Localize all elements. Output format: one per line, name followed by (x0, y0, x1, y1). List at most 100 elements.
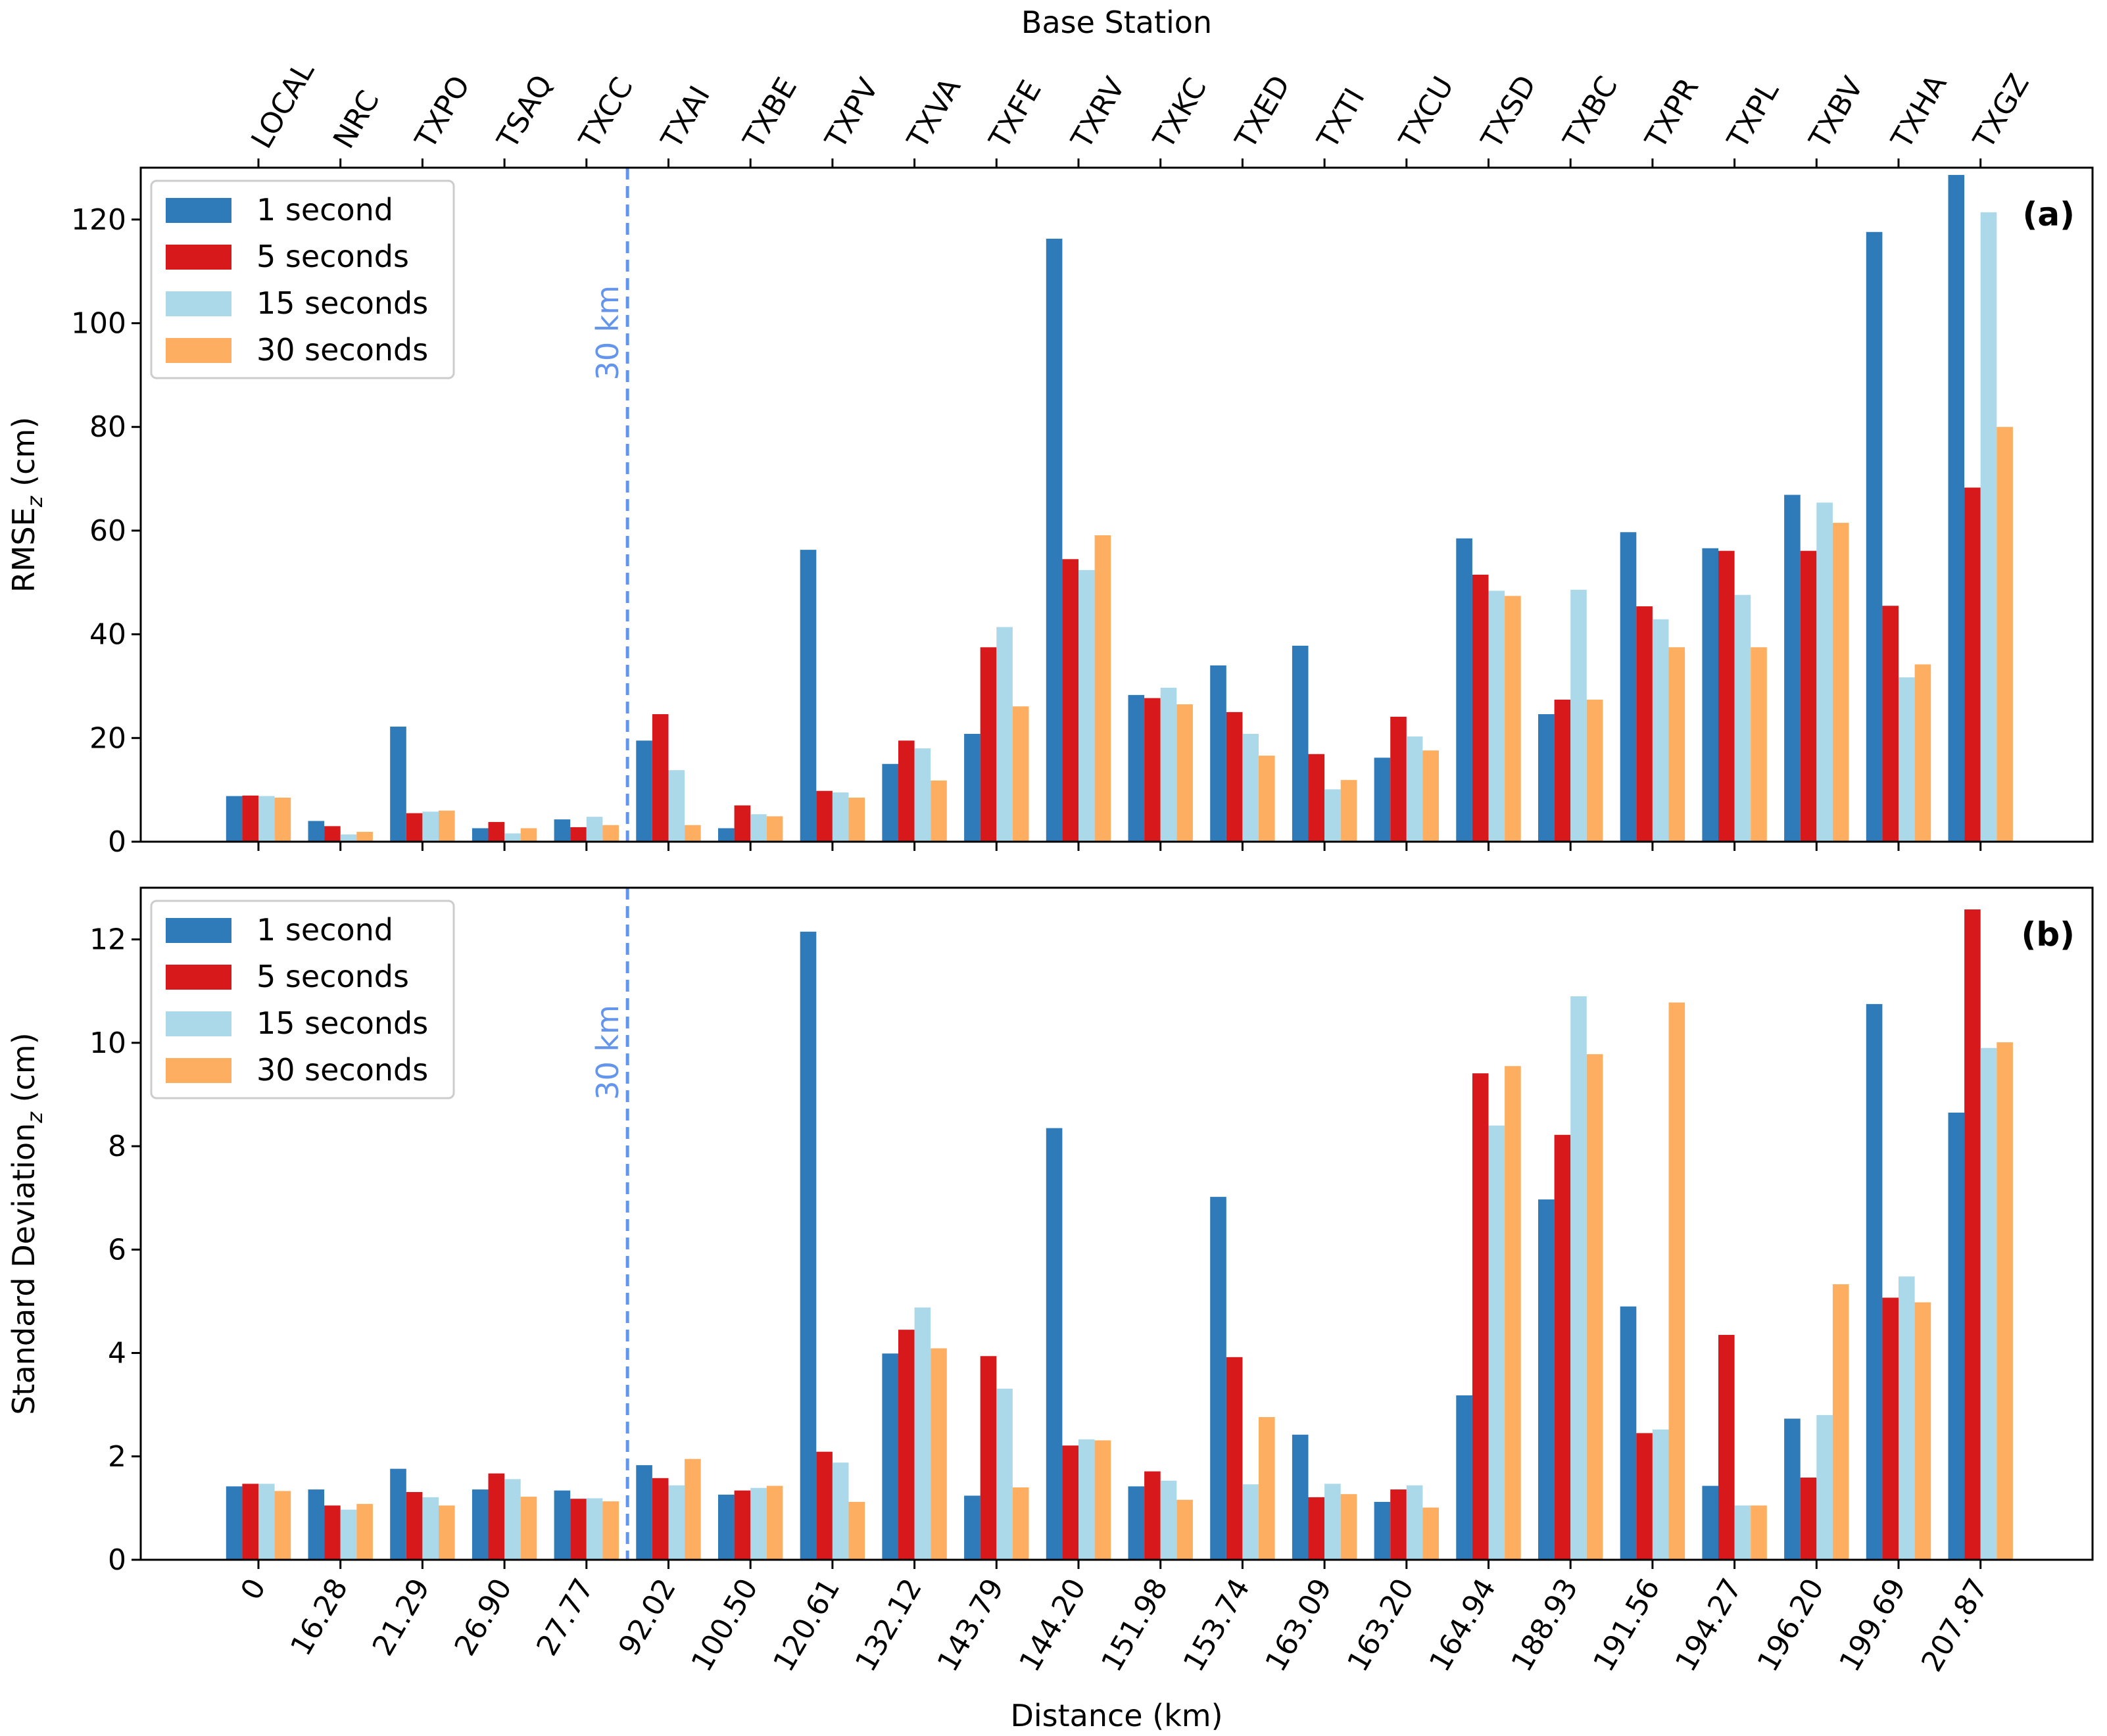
y-tick-label: 4 (108, 1337, 126, 1370)
legend-label: 1 second (256, 192, 393, 228)
distance-label: 16.28 (284, 1573, 354, 1662)
bar-5-seconds-txcu (1390, 1489, 1407, 1560)
station-label-txbe: TXBE (737, 72, 804, 155)
bar-30-seconds-txrv (1094, 1440, 1111, 1560)
bar-5-seconds-local (242, 1483, 258, 1560)
bar-15-seconds-txgz (1980, 212, 1997, 842)
bar-30-seconds-local (274, 797, 291, 842)
bar-1-second-txha (1866, 1003, 1883, 1560)
distance-label: 26.90 (448, 1573, 518, 1662)
bar-30-seconds-txva (931, 780, 947, 842)
bar-5-seconds-txbc (1554, 699, 1571, 842)
legend-label: 15 seconds (256, 1005, 428, 1041)
bar-5-seconds-txbe (734, 805, 751, 842)
y-axis-label: Standard Deviationz (cm) (6, 1032, 47, 1414)
bar-15-seconds-txpv (832, 1462, 849, 1560)
station-label-local: LOCAL (245, 56, 321, 155)
bottom-distance-axis: 0 16.28 21.29 26.90 27.77 92.02 100.50 120.61 13… (234, 1560, 1995, 1677)
bar-15-seconds-txva (914, 748, 931, 842)
bar-30-seconds-nrc (356, 1504, 373, 1560)
bar-1-second-txpo (390, 726, 406, 842)
legend-label: 5 seconds (256, 959, 409, 994)
bar-30-seconds-txpo (439, 810, 455, 842)
bar-15-seconds-txed (1242, 1484, 1259, 1560)
station-label-txgz: TXGZ (1967, 68, 2036, 155)
station-label-txpr: TXPR (1639, 72, 1706, 155)
bar-30-seconds-nrc (356, 832, 373, 842)
bar-1-second-txrv (1046, 1128, 1063, 1560)
bar-15-seconds-txbc (1570, 589, 1587, 842)
bar-1-second-txgz (1948, 175, 1965, 842)
bar-1-second-txrv (1046, 239, 1063, 842)
bar-30-seconds-txpo (439, 1505, 455, 1560)
bar-30-seconds-txed (1259, 756, 1275, 842)
bar-1-second-txkc (1128, 694, 1145, 842)
legend-swatch (166, 245, 231, 270)
bar-30-seconds-txti (1340, 780, 1357, 842)
bar-1-second-txed (1210, 665, 1226, 842)
bar-15-seconds-txva (914, 1307, 931, 1560)
station-label-txpv: TXPV (819, 73, 885, 155)
station-label-txkc: TXKC (1147, 72, 1214, 155)
bottom-axis-label: Distance (km) (1010, 1698, 1223, 1733)
bar-1-second-txcu (1374, 1501, 1391, 1560)
bar-1-second-tsaq (472, 1489, 489, 1560)
y-tick-label: 100 (71, 307, 126, 341)
bar-30-seconds-txcc (602, 825, 619, 842)
y-axis-label: RMSEz (cm) (6, 417, 47, 592)
bar-1-second-txbc (1538, 714, 1555, 842)
distance-label: 188.93 (1505, 1573, 1585, 1677)
legend-label: 15 seconds (256, 285, 428, 321)
bar-1-second-txbe (718, 1494, 735, 1560)
bar-1-second-txpv (800, 931, 817, 1560)
y-tick-label: 8 (108, 1130, 126, 1163)
panel-b: 30 km 0 2 4 6 8 10 12 Standard Deviationz (cm) (b… (6, 886, 2094, 1577)
bar-5-seconds-txpr (1636, 606, 1653, 842)
bar-1-second-txpl (1702, 548, 1718, 842)
bar-5-seconds-txgz (1964, 909, 1981, 1560)
bar-15-seconds-txkc (1160, 1480, 1177, 1560)
bar-5-seconds-txkc (1144, 1471, 1161, 1560)
station-label-txai: TXAI (654, 80, 717, 155)
station-label-txed: TXED (1228, 70, 1297, 155)
bar-15-seconds-txgz (1980, 1048, 1997, 1560)
station-label-txbc: TXBC (1557, 71, 1624, 155)
bar-30-seconds-txbv (1832, 523, 1849, 842)
bar-30-seconds-local (274, 1491, 291, 1560)
bar-5-seconds-nrc (324, 826, 341, 842)
bar-15-seconds-txti (1324, 789, 1341, 842)
bar-1-second-txpl (1702, 1485, 1718, 1560)
reference-line-label: 30 km (590, 1005, 625, 1100)
bar-30-seconds-txed (1259, 1417, 1275, 1560)
bar-1-second-nrc (308, 1489, 325, 1560)
bar-5-seconds-txai (652, 714, 669, 842)
y-tick-label: 20 (89, 721, 126, 755)
distance-label: 153.74 (1177, 1573, 1257, 1677)
bar-15-seconds-txpo (422, 1497, 439, 1560)
bar-5-seconds-txpv (816, 790, 833, 842)
bar-15-seconds-txfe (996, 1388, 1013, 1560)
bar-15-seconds-txti (1324, 1483, 1341, 1560)
bar-15-seconds-txpo (422, 811, 439, 842)
station-label-txva: TXVA (900, 72, 967, 155)
legend-swatch (166, 338, 231, 363)
bar-5-seconds-txcu (1390, 716, 1407, 842)
distance-label: 163.20 (1341, 1573, 1420, 1677)
bar-5-seconds-txva (898, 1330, 915, 1560)
top-station-axis: LOCAL NRC TXPO TSAQ TXCC TXAI TXBE TXPV TXVA TXFE… (245, 56, 2036, 168)
bar-5-seconds-txfe (980, 1356, 997, 1560)
bar-5-seconds-txcc (570, 1499, 587, 1560)
bar-1-second-txcu (1374, 758, 1391, 842)
bar-1-second-txha (1866, 231, 1883, 842)
y-tick-label: 80 (89, 410, 126, 444)
legend-swatch (166, 198, 231, 223)
bar-5-seconds-txed (1226, 711, 1243, 842)
legend-swatch (166, 918, 231, 943)
bar-30-seconds-txgz (1997, 1042, 2013, 1560)
bar-15-seconds-txbv (1816, 1414, 1833, 1560)
bar-30-seconds-txbv (1832, 1284, 1849, 1560)
bar-15-seconds-nrc (340, 1509, 357, 1560)
distance-label: 0 (234, 1573, 272, 1606)
bar-15-seconds-txpr (1652, 1429, 1669, 1560)
distance-label: 207.87 (1915, 1573, 1995, 1677)
